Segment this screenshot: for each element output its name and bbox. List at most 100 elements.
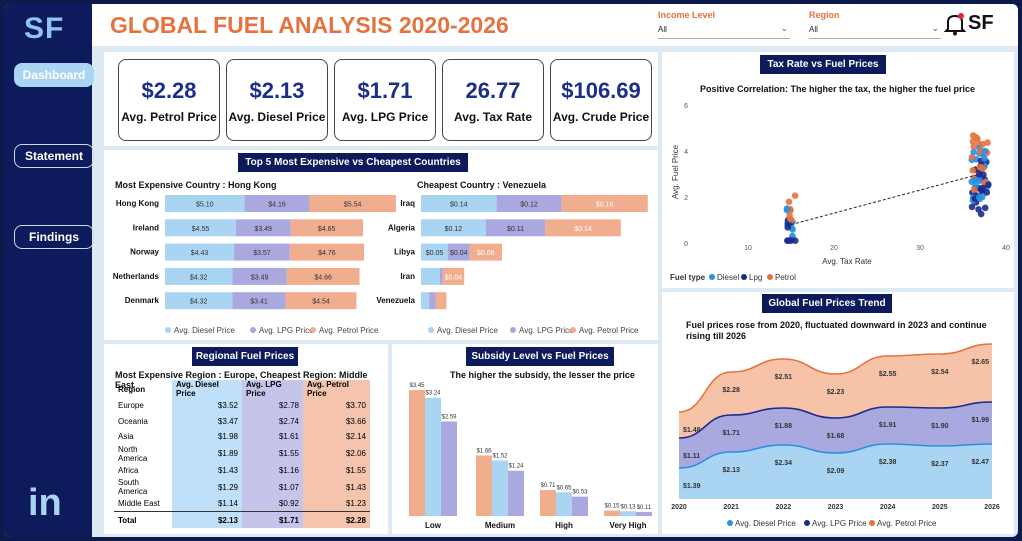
scatter-point [785,198,793,206]
kpi-label: Avg. Tax Rate [453,110,533,124]
bar-data-label: $0.53 [572,490,588,496]
countries-subtitle-right: Cheapest Country : Venezuela [417,180,547,190]
subsidy-bar [508,470,524,516]
x-tick-label: 2021 [723,504,739,511]
income-level-select[interactable]: All ⌄ [658,23,790,39]
table-cell: Total [114,511,172,528]
x-tick-label: 2024 [880,504,896,511]
trend-panel: Global Fuel Prices Trend Fuel prices ros… [662,292,1014,534]
bell-icon[interactable] [944,12,966,36]
table-header[interactable]: Avg. Diesel Price [172,380,242,398]
kpi-card-petrol: $2.28 Avg. Petrol Price [118,59,220,141]
area-data-label: $2.47 [971,459,989,466]
bar-data-label: $1.66 [476,448,492,454]
region-select[interactable]: All ⌄ [809,23,941,39]
scatter-point [984,139,991,146]
bar-data-label: $3.45 [409,383,425,389]
area-data-label: $2.51 [775,374,793,381]
kpi-label: Avg. LPG Price [341,110,429,124]
x-tick-label: 2023 [828,504,844,511]
scatter-point [976,148,984,155]
subsidy-bar [540,490,556,516]
bar-data-label: $0.16 [596,202,614,209]
countries-title: Top 5 Most Expensive vs Cheapest Countri… [238,153,468,172]
regional-subtitle: Most Expensive Region : Europe, Cheapest… [115,370,368,390]
bar-data-label: $3.41 [250,299,268,306]
y-tick-label: 6 [684,103,688,110]
scatter-panel: Tax Rate vs Fuel Prices Positive Correla… [662,52,1014,288]
table-cell: $3.52 [172,398,242,414]
linkedin-icon[interactable]: in [28,482,62,524]
bar-data-label: $4.43 [191,250,209,257]
bar-data-label: $0.04 [450,250,468,257]
line-petrol [678,343,993,413]
table-row: North America $1.89 $1.55 $2.06 [114,444,370,463]
subsidy-subtitle: The higher the subsidy, the lesser the p… [450,370,635,380]
subsidy-bar [604,510,620,516]
scatter-point [969,167,977,174]
legend-label: Avg. Diesel Price [174,326,235,335]
table-cell: $1.23 [303,496,370,512]
bar-data-label: $0.12 [445,226,463,233]
kpi-card-lpg: $1.71 Avg. LPG Price [334,59,436,141]
bar-data-label: $0.15 [604,504,620,510]
table-header[interactable]: Avg. LPG Price [242,380,303,398]
area-data-label: $2.65 [971,359,989,366]
kpi-value: 26.77 [465,78,521,103]
bar-data-label: $0.14 [450,202,468,209]
bar-data-label: $1.24 [508,464,524,470]
bar-segment [165,292,233,310]
area-data-label: $1.91 [879,422,897,429]
scatter-point [981,147,989,155]
bar-segment [165,243,235,261]
y-tick-label: 2 [684,195,688,202]
area-data-label: $1.71 [722,430,740,437]
bar-segment [439,267,443,285]
scatter-point [971,186,978,194]
legend-label: Avg. LPG Price [519,326,574,335]
x-axis-label: Avg. Tax Rate [822,257,872,266]
bar-data-label: $0.65 [556,485,572,491]
bar-segment [421,243,448,261]
bar-data-label: $4.55 [192,226,210,233]
scatter-point [979,165,987,172]
scatter-point [970,148,977,156]
legend-label: Lpg [749,273,762,282]
region-slicer[interactable]: Region All ⌄ [809,10,941,39]
bar-segment [429,292,436,310]
chevron-down-icon: ⌄ [780,23,788,33]
kpi-value: $1.71 [357,78,413,103]
nav-statement[interactable]: Statement [14,144,94,168]
table-total-row: Total $2.13 $1.71 $2.28 [114,511,370,528]
scatter-point [969,138,977,145]
bar-segment [435,292,447,310]
area-data-label: $1.68 [827,433,845,440]
scatter-point [970,143,978,150]
bar-segment [469,243,502,261]
x-tick-label: 10 [744,245,752,252]
table-cell: Oceania [118,416,148,426]
kpi-card-tax: 26.77 Avg. Tax Rate [442,59,544,141]
nav-dashboard[interactable]: Dashboard [14,63,94,87]
bar-segment [421,219,486,237]
table-cell: Africa [118,466,139,476]
legend-label: Avg. Diesel Price [437,326,498,335]
legend-marker [428,327,434,333]
bar-category-label: Venezuela [376,296,415,305]
nav-findings[interactable]: Findings [14,225,94,249]
table-cell: $2.74 [242,413,303,430]
scatter-point [976,171,983,178]
scatter-chart: 0 2 4 6 10 20 30 40 Avg. Tax Rate Avg. Fuel Price… [670,103,1010,282]
table-cell: $1.07 [242,478,303,497]
table-cell: $1.61 [242,429,303,445]
area-data-label: $2.34 [775,460,793,467]
table-header[interactable]: Avg. Petrol Price [303,380,370,398]
income-level-slicer[interactable]: Income Level All ⌄ [658,10,790,39]
line-diesel [678,443,993,469]
scatter-point [968,153,976,161]
legend-label: Avg. Diesel Price [735,519,796,528]
table-cell: Europe [118,401,144,411]
x-tick-label: 2025 [932,504,948,511]
subsidy-bar [620,511,636,516]
bar-segment [545,219,621,237]
